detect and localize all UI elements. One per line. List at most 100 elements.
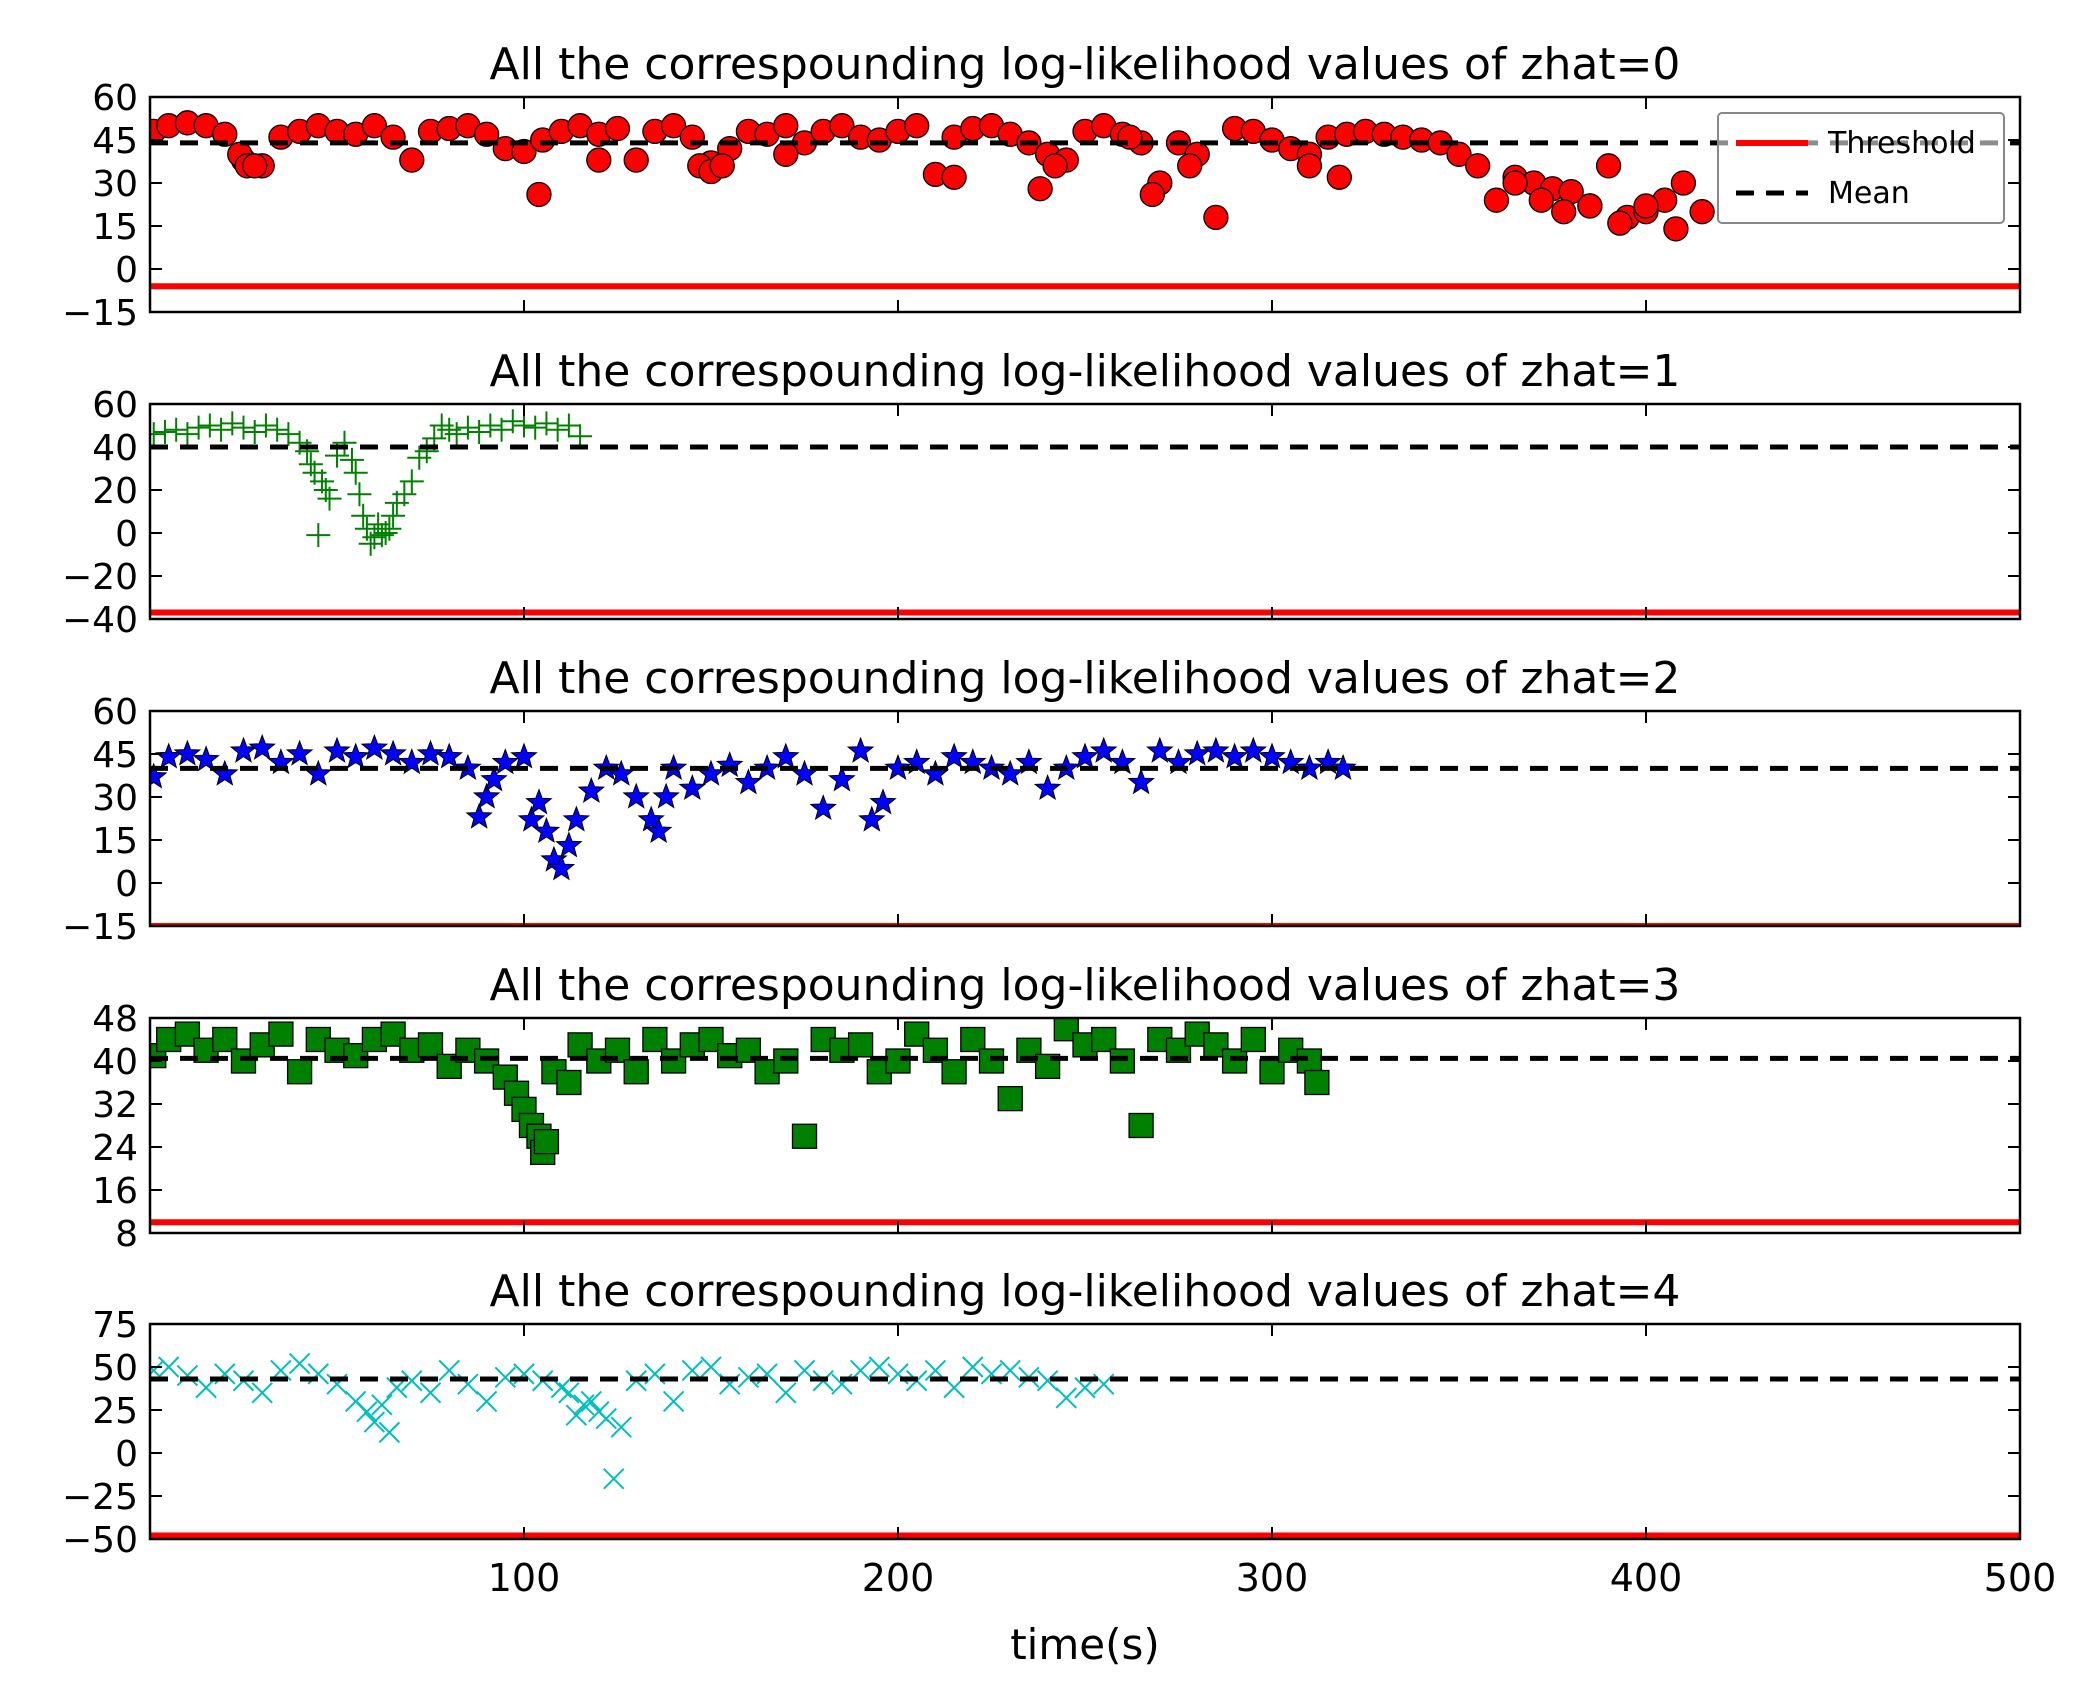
- data-point: [790, 759, 819, 786]
- plot-area: [150, 409, 2020, 616]
- data-point: [678, 773, 707, 801]
- data-point: [361, 113, 388, 139]
- data-point: [1258, 742, 1286, 769]
- data-point: [500, 409, 525, 434]
- data-point: [186, 415, 211, 440]
- data-point: [941, 164, 967, 190]
- data-point: [341, 742, 370, 769]
- data-point: [1502, 170, 1528, 196]
- x-tick-label: 200: [862, 1556, 935, 1600]
- y-tick-label: 60: [92, 692, 138, 733]
- data-point: [847, 1032, 874, 1058]
- plot-area: [150, 1018, 2020, 1226]
- data-point: [475, 1390, 498, 1413]
- y-tick-label: −15: [62, 907, 138, 948]
- data-point: [1528, 187, 1554, 213]
- y-tick-label: 30: [92, 164, 138, 205]
- data-point: [562, 805, 591, 832]
- data-point: [351, 503, 376, 528]
- data-point: [157, 1356, 180, 1378]
- data-point: [480, 765, 508, 792]
- data-point: [1663, 216, 1689, 242]
- data-point: [679, 124, 705, 150]
- data-point: [556, 413, 581, 438]
- data-point: [377, 516, 402, 541]
- y-tick-label: 60: [92, 385, 138, 426]
- data-point: [1202, 736, 1230, 763]
- data-point: [555, 831, 583, 858]
- data-point: [154, 742, 183, 769]
- data-point: [1071, 742, 1099, 769]
- data-point: [339, 447, 364, 472]
- data-point: [399, 147, 425, 173]
- y-tick-label: 8: [115, 1214, 138, 1255]
- y-tick-label: 75: [92, 1305, 138, 1346]
- data-point: [1042, 153, 1068, 179]
- data-point: [380, 124, 406, 150]
- data-point: [1446, 141, 1472, 167]
- data-point: [467, 419, 492, 444]
- data-point: [1551, 199, 1577, 225]
- data-point: [512, 413, 536, 438]
- data-point: [401, 1370, 423, 1392]
- subplot-zhat-0: All the correspounding log-likelihood va…: [62, 39, 2022, 334]
- data-point: [1595, 153, 1622, 179]
- data-point: [1027, 176, 1053, 202]
- data-point: [715, 751, 744, 778]
- data-point: [568, 424, 593, 449]
- data-point: [306, 523, 331, 548]
- data-point: [846, 736, 875, 763]
- y-tick-label: 24: [92, 1128, 138, 1169]
- y-tick-label: 15: [92, 821, 138, 862]
- data-point: [773, 113, 799, 139]
- data-point: [465, 802, 493, 829]
- y-tick-label: 40: [92, 1042, 138, 1083]
- data-point: [378, 1421, 401, 1444]
- y-tick-label: 16: [92, 1171, 138, 1212]
- data-point: [473, 121, 500, 147]
- data-point: [251, 1382, 273, 1404]
- data-point: [417, 1032, 444, 1058]
- y-tick-label: 25: [92, 1391, 138, 1432]
- x-tick-label: 100: [488, 1556, 561, 1600]
- data-point: [435, 742, 463, 769]
- data-point: [511, 138, 537, 165]
- y-tick-label: 50: [92, 1348, 138, 1389]
- data-point: [317, 486, 342, 511]
- data-point: [419, 1382, 442, 1404]
- data-point: [152, 419, 177, 444]
- y-tick-label: 0: [115, 1434, 138, 1475]
- data-point: [1633, 193, 1659, 219]
- data-point: [1033, 773, 1062, 801]
- data-point: [174, 1021, 201, 1047]
- data-point: [285, 739, 314, 766]
- data-point: [1177, 153, 1203, 179]
- data-point: [556, 1069, 582, 1096]
- subplot-title: All the correspounding log-likelihood va…: [490, 1266, 1681, 1317]
- data-point: [1053, 1018, 1079, 1042]
- data-point: [662, 1390, 685, 1413]
- data-point: [623, 1059, 649, 1085]
- plot-area: [150, 733, 2020, 926]
- data-point: [1295, 753, 1324, 781]
- data-point: [868, 1356, 891, 1378]
- data-point: [268, 1021, 294, 1047]
- data-point: [1203, 204, 1229, 231]
- data-point: [526, 181, 552, 208]
- plot-area: [150, 110, 2020, 290]
- axes-frame: [148, 402, 2022, 621]
- data-point: [197, 413, 222, 438]
- y-tick-label: 15: [92, 207, 138, 248]
- data-point: [175, 422, 200, 447]
- data-point: [212, 1026, 238, 1053]
- data-point: [660, 113, 687, 139]
- y-tick-label: 48: [92, 999, 138, 1040]
- data-point: [265, 417, 290, 442]
- data-point: [577, 776, 606, 803]
- data-point: [921, 759, 950, 786]
- data-point: [885, 1048, 911, 1074]
- data-point: [242, 419, 267, 444]
- data-point: [343, 460, 368, 485]
- data-point: [1139, 181, 1165, 208]
- data-point: [1259, 1059, 1285, 1085]
